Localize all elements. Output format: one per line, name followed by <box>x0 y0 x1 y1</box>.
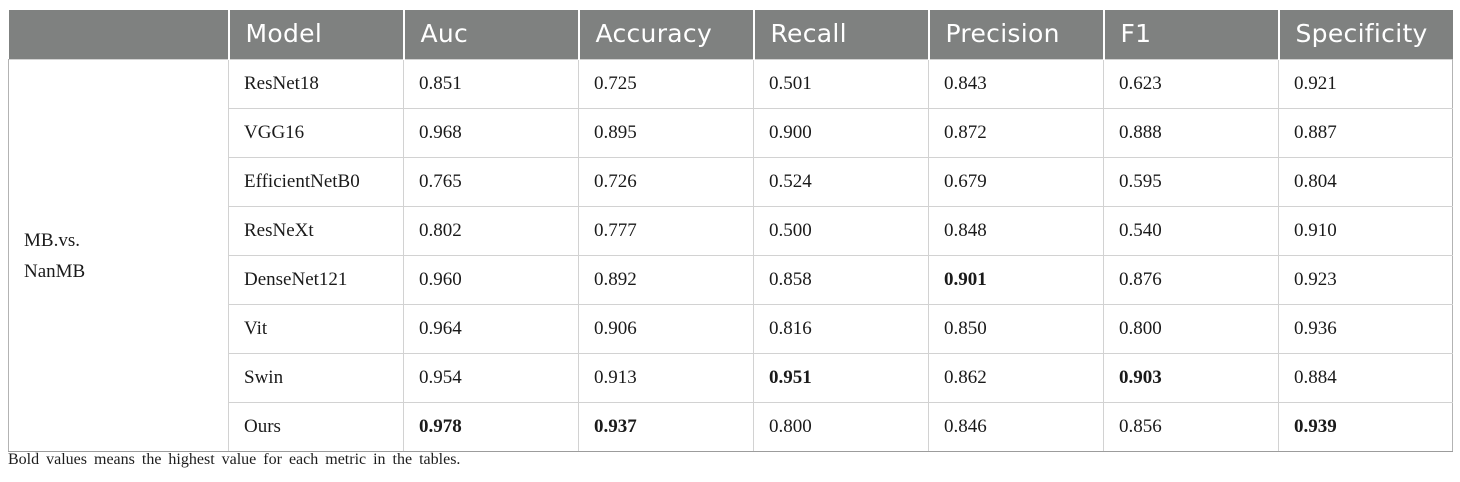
metric-cell-accuracy: 0.937 <box>578 402 754 452</box>
metric-cell-f1: 0.800 <box>1103 304 1279 354</box>
row-group-label-cell: MB.vs. NanMB <box>8 59 229 452</box>
metric-cell-recall: 0.900 <box>753 108 929 158</box>
metric-cell-specificity: 0.936 <box>1278 304 1453 354</box>
row-group-label-line1: MB.vs. <box>24 229 80 251</box>
metric-cell-auc: 0.851 <box>403 59 579 109</box>
metric-cell-f1: 0.595 <box>1103 157 1279 207</box>
metric-cell-specificity: 0.804 <box>1278 157 1453 207</box>
row-group-label-line2: NanMB <box>24 260 86 282</box>
metric-cell-specificity: 0.939 <box>1278 402 1453 452</box>
metric-cell-specificity: 0.887 <box>1278 108 1453 158</box>
metric-cell-f1: 0.856 <box>1103 402 1279 452</box>
metric-cell-accuracy: 0.895 <box>578 108 754 158</box>
metric-cell-recall: 0.951 <box>753 353 929 403</box>
metric-cell-f1: 0.876 <box>1103 255 1279 305</box>
metric-cell-recall: 0.500 <box>753 206 929 256</box>
column-header-specificity: Specificity <box>1278 10 1453 60</box>
metrics-table: Model Auc Accuracy Recall Precision F1 S… <box>8 10 1453 452</box>
metric-cell-auc: 0.964 <box>403 304 579 354</box>
model-name-cell: VGG16 <box>228 108 404 158</box>
metric-cell-recall: 0.816 <box>753 304 929 354</box>
metric-cell-accuracy: 0.725 <box>578 59 754 109</box>
metric-cell-recall: 0.858 <box>753 255 929 305</box>
model-name-cell: DenseNet121 <box>228 255 404 305</box>
column-header-f1: F1 <box>1103 10 1280 60</box>
metric-cell-precision: 0.846 <box>928 402 1104 452</box>
metric-cell-precision: 0.901 <box>928 255 1104 305</box>
metric-cell-recall: 0.524 <box>753 157 929 207</box>
metric-cell-f1: 0.888 <box>1103 108 1279 158</box>
table-row: ResNeXt 0.802 0.777 0.500 0.848 0.540 0.… <box>9 206 1453 256</box>
metric-cell-specificity: 0.910 <box>1278 206 1453 256</box>
metric-cell-auc: 0.802 <box>403 206 579 256</box>
metric-cell-recall: 0.800 <box>753 402 929 452</box>
metric-cell-f1: 0.540 <box>1103 206 1279 256</box>
metric-cell-precision: 0.862 <box>928 353 1104 403</box>
metric-cell-f1: 0.623 <box>1103 59 1279 109</box>
metric-cell-precision: 0.850 <box>928 304 1104 354</box>
metric-cell-auc: 0.968 <box>403 108 579 158</box>
column-header-empty <box>8 10 230 60</box>
table-row: Ours 0.978 0.937 0.800 0.846 0.856 0.939 <box>9 402 1453 452</box>
column-header-accuracy: Accuracy <box>578 10 755 60</box>
metric-cell-auc: 0.765 <box>403 157 579 207</box>
metric-cell-precision: 0.872 <box>928 108 1104 158</box>
model-name-cell: ResNeXt <box>228 206 404 256</box>
metric-cell-auc: 0.978 <box>403 402 579 452</box>
metric-cell-accuracy: 0.892 <box>578 255 754 305</box>
model-name-cell: ResNet18 <box>228 59 404 109</box>
metric-cell-precision: 0.679 <box>928 157 1104 207</box>
metric-cell-precision: 0.848 <box>928 206 1104 256</box>
table-row: DenseNet121 0.960 0.892 0.858 0.901 0.87… <box>9 255 1453 305</box>
metric-cell-specificity: 0.921 <box>1278 59 1453 109</box>
metric-cell-precision: 0.843 <box>928 59 1104 109</box>
model-name-cell: Ours <box>228 402 404 452</box>
model-name-cell: Vit <box>228 304 404 354</box>
column-header-model: Model <box>228 10 405 60</box>
metric-cell-auc: 0.960 <box>403 255 579 305</box>
table-row: EfficientNetB0 0.765 0.726 0.524 0.679 0… <box>9 157 1453 207</box>
metric-cell-auc: 0.954 <box>403 353 579 403</box>
table-row: Vit 0.964 0.906 0.816 0.850 0.800 0.936 <box>9 304 1453 354</box>
table-row: MB.vs. NanMB ResNet18 0.851 0.725 0.501 … <box>8 59 1453 452</box>
column-header-auc: Auc <box>403 10 580 60</box>
table-footnote: Bold values means the highest value for … <box>8 451 461 468</box>
metric-cell-accuracy: 0.906 <box>578 304 754 354</box>
metric-cell-accuracy: 0.777 <box>578 206 754 256</box>
metric-cell-accuracy: 0.726 <box>578 157 754 207</box>
column-header-recall: Recall <box>753 10 930 60</box>
model-name-cell: EfficientNetB0 <box>228 157 404 207</box>
column-header-precision: Precision <box>928 10 1105 60</box>
metric-cell-specificity: 0.884 <box>1278 353 1453 403</box>
table-row: VGG16 0.968 0.895 0.900 0.872 0.888 0.88… <box>9 108 1453 158</box>
metric-cell-specificity: 0.923 <box>1278 255 1453 305</box>
metric-cell-recall: 0.501 <box>753 59 929 109</box>
table-row: Swin 0.954 0.913 0.951 0.862 0.903 0.884 <box>9 353 1453 403</box>
header-row: Model Auc Accuracy Recall Precision F1 S… <box>8 10 1453 60</box>
model-name-cell: Swin <box>228 353 404 403</box>
metric-cell-f1: 0.903 <box>1103 353 1279 403</box>
metric-cell-accuracy: 0.913 <box>578 353 754 403</box>
metrics-table-container: Model Auc Accuracy Recall Precision F1 S… <box>8 10 1453 452</box>
